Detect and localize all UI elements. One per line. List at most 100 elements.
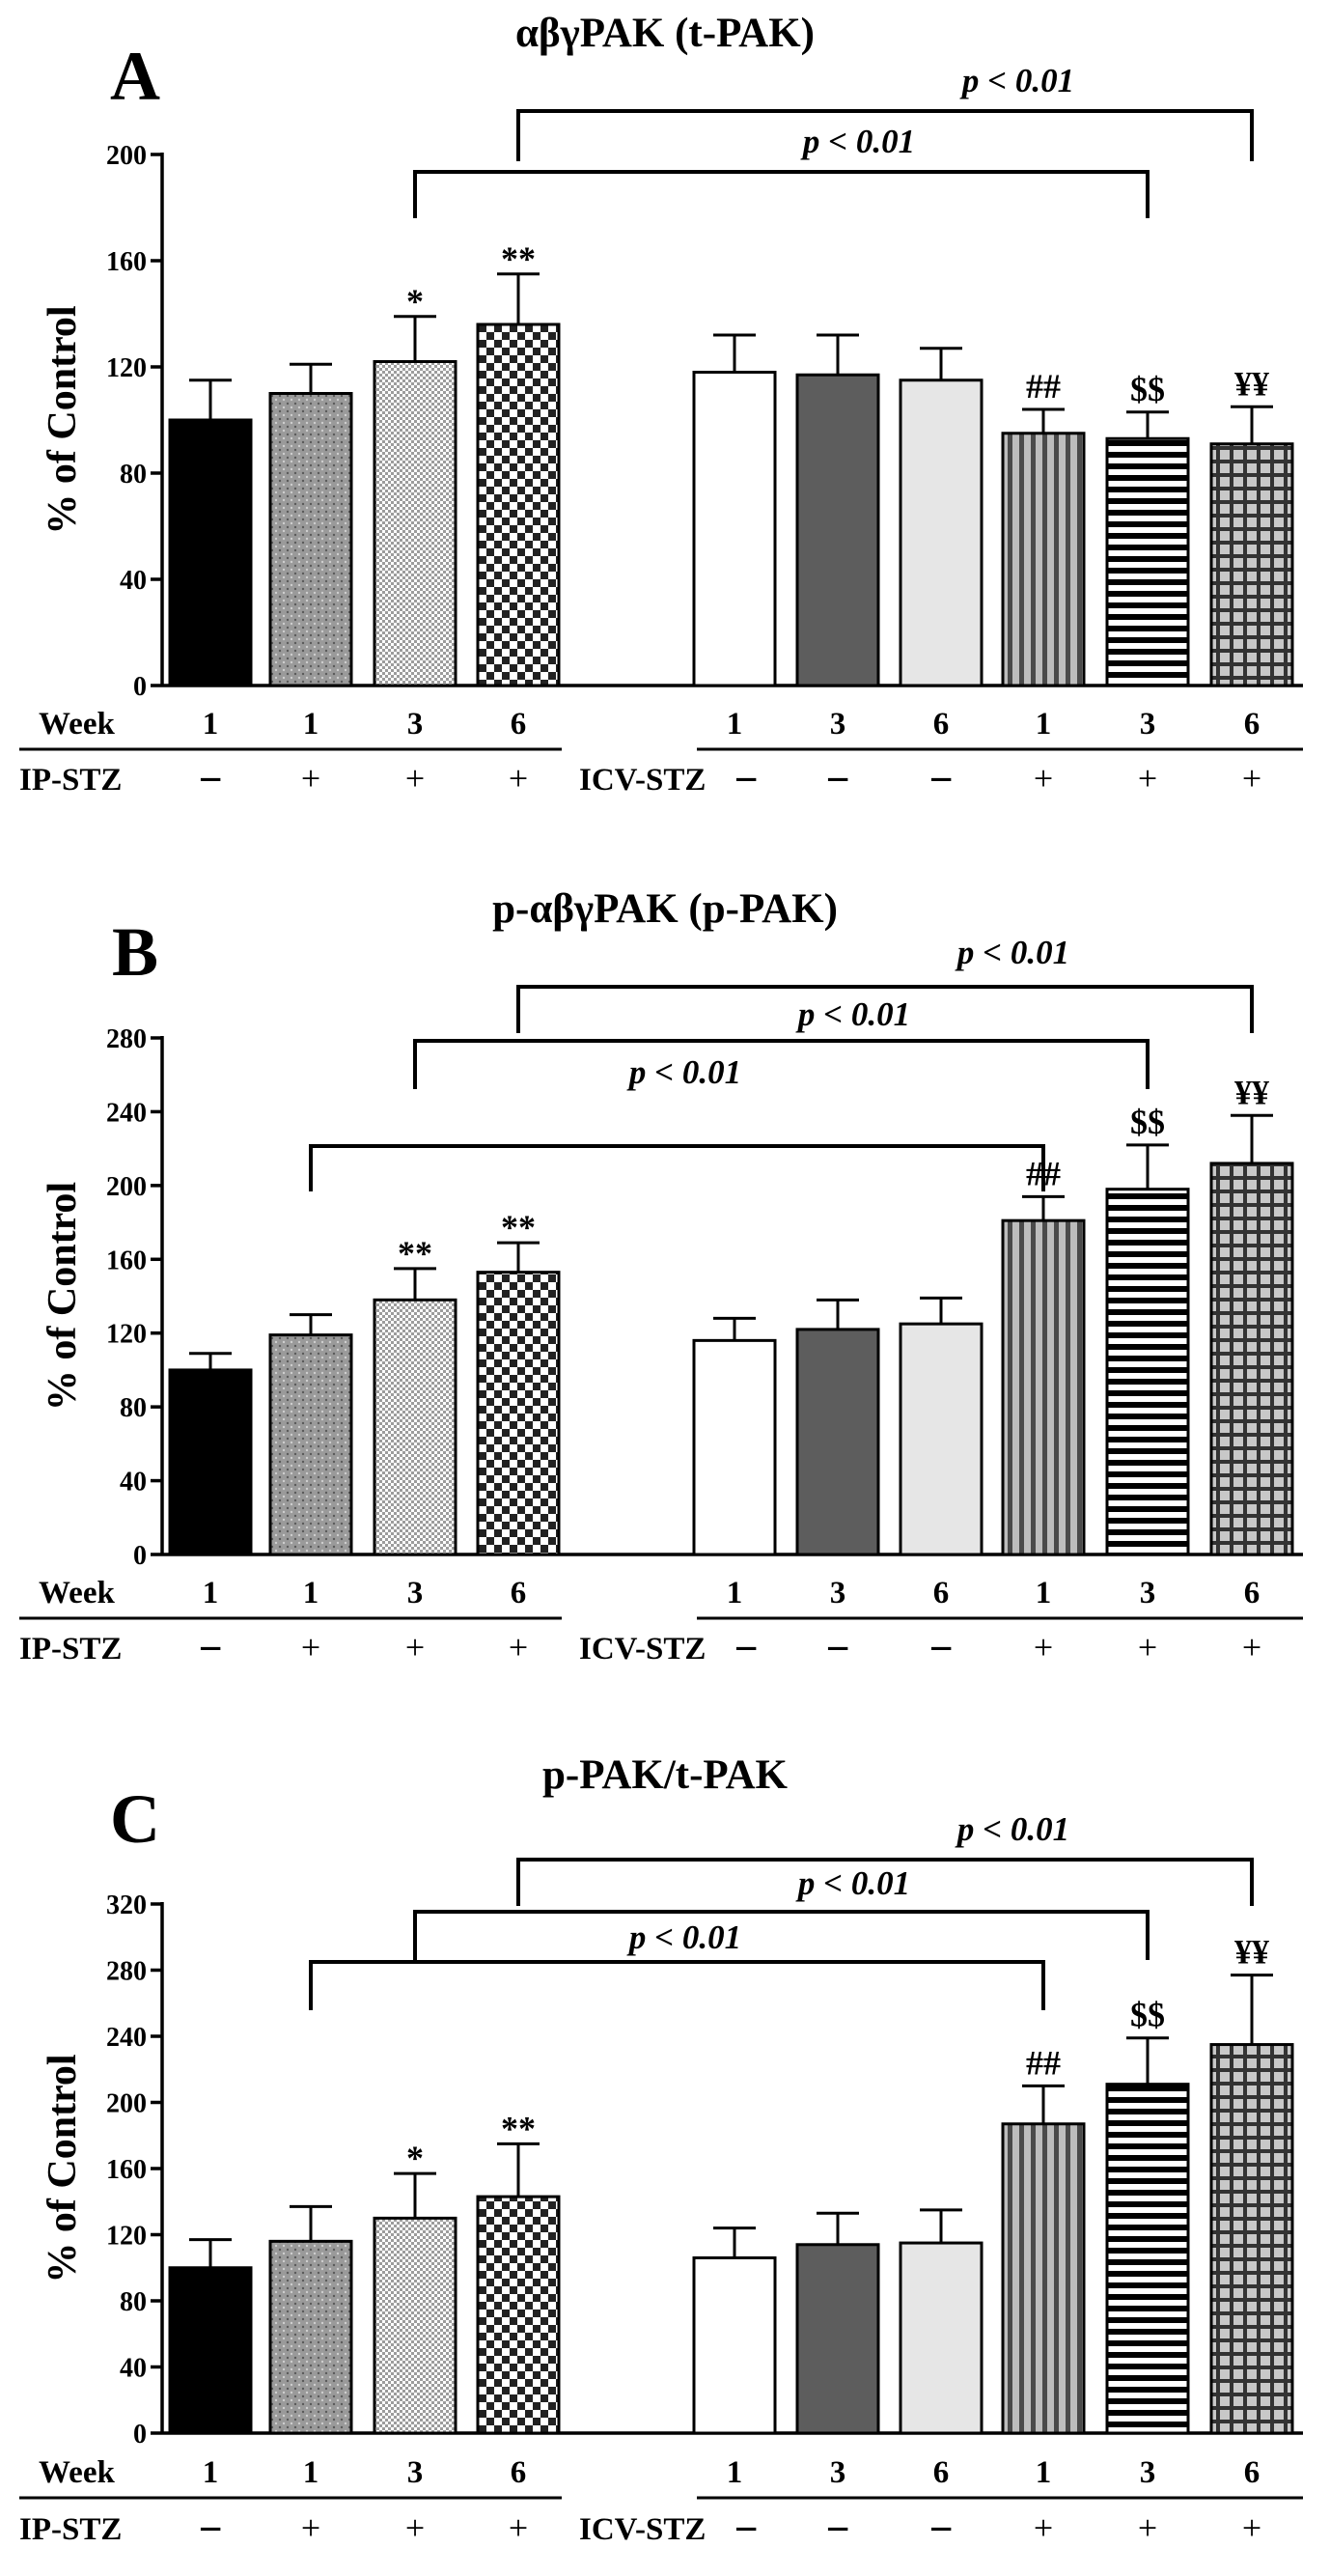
week-value: 1 [203,1576,219,1610]
y-tick-label: 160 [106,1246,147,1275]
treatment-sign: + [405,759,425,798]
bar-10 [1209,1162,1294,1556]
ip-stz-label: IP-STZ [19,1632,122,1666]
week-value: 3 [1140,707,1156,742]
week-value: 1 [727,1576,743,1610]
chart-title: p-PAK/t-PAK [542,1752,789,1798]
treatment-sign: − [928,1625,953,1672]
p-value-label: p < 0.01 [626,1053,741,1091]
treatment-sign: + [1034,2508,1053,2547]
bar-2 [268,392,353,687]
panel-A: αβγPAK (t-PAK) A 0 40 80 120 160 200 % of Contro… [19,11,1303,803]
bar-6 [795,1328,880,1556]
week-value: 6 [511,2455,527,2490]
p-value-label: p < 0.01 [626,1918,741,1956]
week-value: 6 [511,1576,527,1610]
y-axis-label: % of Control [41,305,85,534]
week-value: 3 [1140,1576,1156,1610]
y-tick-label: 320 [106,1890,147,1920]
y-tick-label: 80 [120,2287,147,2317]
y-tick-label: 240 [106,1098,147,1128]
treatment-sign: + [1242,759,1261,798]
treatment-sign: − [825,1625,849,1672]
treatment-sign: − [825,2506,849,2553]
y-tick-label: 120 [106,353,147,383]
panel-B: p-αβγPAK (p-PAK) B 0 40 80 120 160 200 240 280 % o… [19,886,1303,1672]
treatment-sign: + [405,1628,425,1666]
y-tick-label: 120 [106,2222,147,2252]
chart-title: p-αβγPAK (p-PAK) [492,886,838,932]
week-value: 1 [1036,707,1052,742]
week-value: 1 [303,707,319,742]
bar-5 [692,1338,777,1556]
week-row-label: Week [39,1576,115,1610]
treatment-sign: − [198,2506,222,2553]
chart-title: αβγPAK (t-PAK) [515,11,815,56]
treatment-sign: + [1034,1628,1053,1666]
comparison-bracket [516,109,1254,161]
treatment-sign: − [198,756,222,803]
treatment-sign: + [1138,759,1157,798]
panel-letter: B [112,913,158,991]
treatment-sign: − [198,1625,222,1672]
treatment-sign: − [734,756,758,803]
bar-6 [795,2243,880,2435]
bar-10 [1209,2043,1294,2435]
week-value: 6 [933,2455,950,2490]
icv-stz-label: ICV-STZ [579,763,706,798]
icv-stz-label: ICV-STZ [579,1632,706,1666]
y-tick-label: 80 [120,1393,147,1423]
week-value: 3 [830,2455,846,2490]
p-value-label: p < 0.01 [795,995,910,1033]
panel-letter: A [110,38,160,115]
treatment-sign: + [509,1628,528,1666]
treatment-sign: − [928,2506,953,2553]
comparison-bracket [413,1039,1150,1089]
significance-marker: ¥¥ [1234,1933,1269,1972]
treatment-sign: + [1034,759,1053,798]
p-value-label: p < 0.01 [955,934,1069,971]
bar-7 [899,378,984,687]
week-value: 1 [203,2455,219,2490]
y-tick-label: 40 [120,1468,147,1498]
week-value: 6 [511,707,527,742]
week-value: 3 [1140,2455,1156,2490]
significance-marker: * [406,282,424,321]
week-value: 1 [203,707,219,742]
y-tick-label: 0 [133,1541,147,1571]
bar-4 [476,1271,561,1556]
significance-marker: ** [398,1234,432,1273]
y-tick-label: 160 [106,2155,147,2185]
comparison-bracket [309,1960,1045,2010]
y-axis-label: % of Control [41,2054,85,2282]
week-value: 6 [1244,2455,1261,2490]
significance-marker: ** [501,1208,536,1246]
bar-6 [795,373,880,687]
comparison-bracket [413,1910,1150,1960]
treatment-sign: + [1138,2508,1157,2547]
significance-marker: $$ [1130,370,1165,408]
y-tick-label: 0 [133,2420,147,2450]
ip-stz-label: IP-STZ [19,2512,122,2547]
significance-marker: $$ [1130,1996,1165,2034]
week-value: 1 [303,2455,319,2490]
panel-C: p-PAK/t-PAK C 0 40 80 120 160 200 240 280 320 % of … [19,1752,1303,2553]
significance-marker: ** [501,239,536,278]
bar-5 [692,371,777,687]
significance-marker: ## [1026,367,1061,406]
y-tick-label: 80 [120,460,147,490]
week-value: 6 [933,1576,950,1610]
treatment-sign: + [1138,1628,1157,1666]
week-value: 6 [1244,707,1261,742]
bar-1 [168,2266,253,2435]
y-tick-label: 240 [106,2023,147,2053]
week-row-label: Week [39,707,115,742]
bar-3 [373,2216,457,2435]
panel-letter: C [110,1780,160,1858]
bar-1 [168,1368,253,1556]
icv-stz-label: ICV-STZ [579,2512,706,2547]
week-value: 1 [727,707,743,742]
treatment-sign: + [1242,2508,1261,2547]
ip-stz-label: IP-STZ [19,763,122,798]
y-tick-label: 120 [106,1320,147,1350]
